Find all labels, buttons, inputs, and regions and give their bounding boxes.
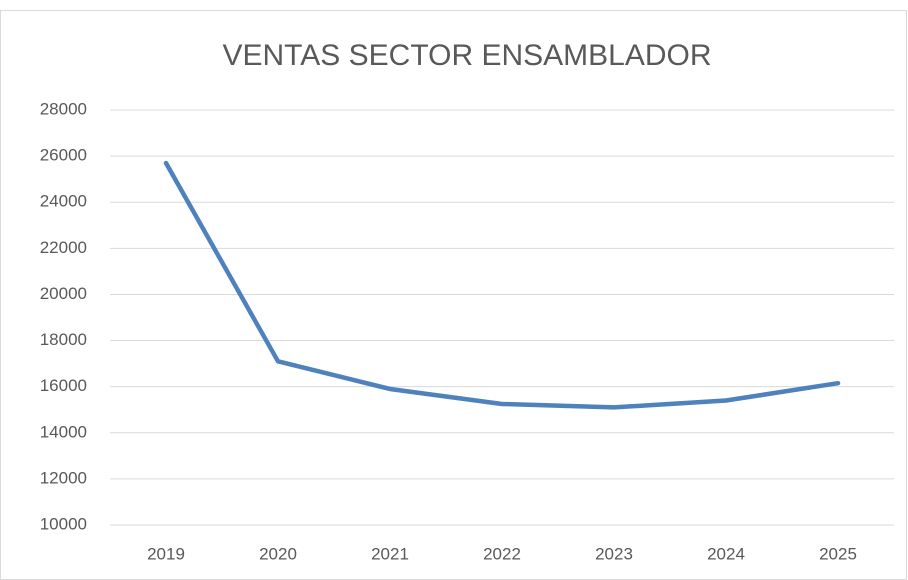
y-tick-label: 16000 — [40, 376, 87, 395]
chart-frame — [0, 10, 907, 580]
x-tick-label: 2020 — [259, 544, 297, 563]
y-tick-label: 10000 — [40, 514, 87, 533]
y-tick-label: 22000 — [40, 238, 87, 257]
x-tick-label: 2024 — [707, 544, 745, 563]
y-tick-label: 20000 — [40, 284, 87, 303]
x-tick-label: 2021 — [371, 544, 409, 563]
x-tick-label: 2025 — [819, 544, 857, 563]
y-tick-label: 26000 — [40, 146, 87, 165]
y-tick-label: 24000 — [40, 192, 87, 211]
x-tick-label: 2022 — [483, 544, 521, 563]
data-line — [163, 160, 841, 410]
y-tick-label: 18000 — [40, 330, 87, 349]
x-tick-label: 2019 — [147, 544, 185, 563]
y-tick-label: 14000 — [40, 422, 87, 441]
chart-title: VENTAS SECTOR ENSAMBLADOR — [223, 39, 712, 72]
y-tick-label: 28000 — [40, 99, 87, 118]
y-tick-label: 12000 — [40, 468, 87, 487]
x-tick-label: 2023 — [595, 544, 633, 563]
